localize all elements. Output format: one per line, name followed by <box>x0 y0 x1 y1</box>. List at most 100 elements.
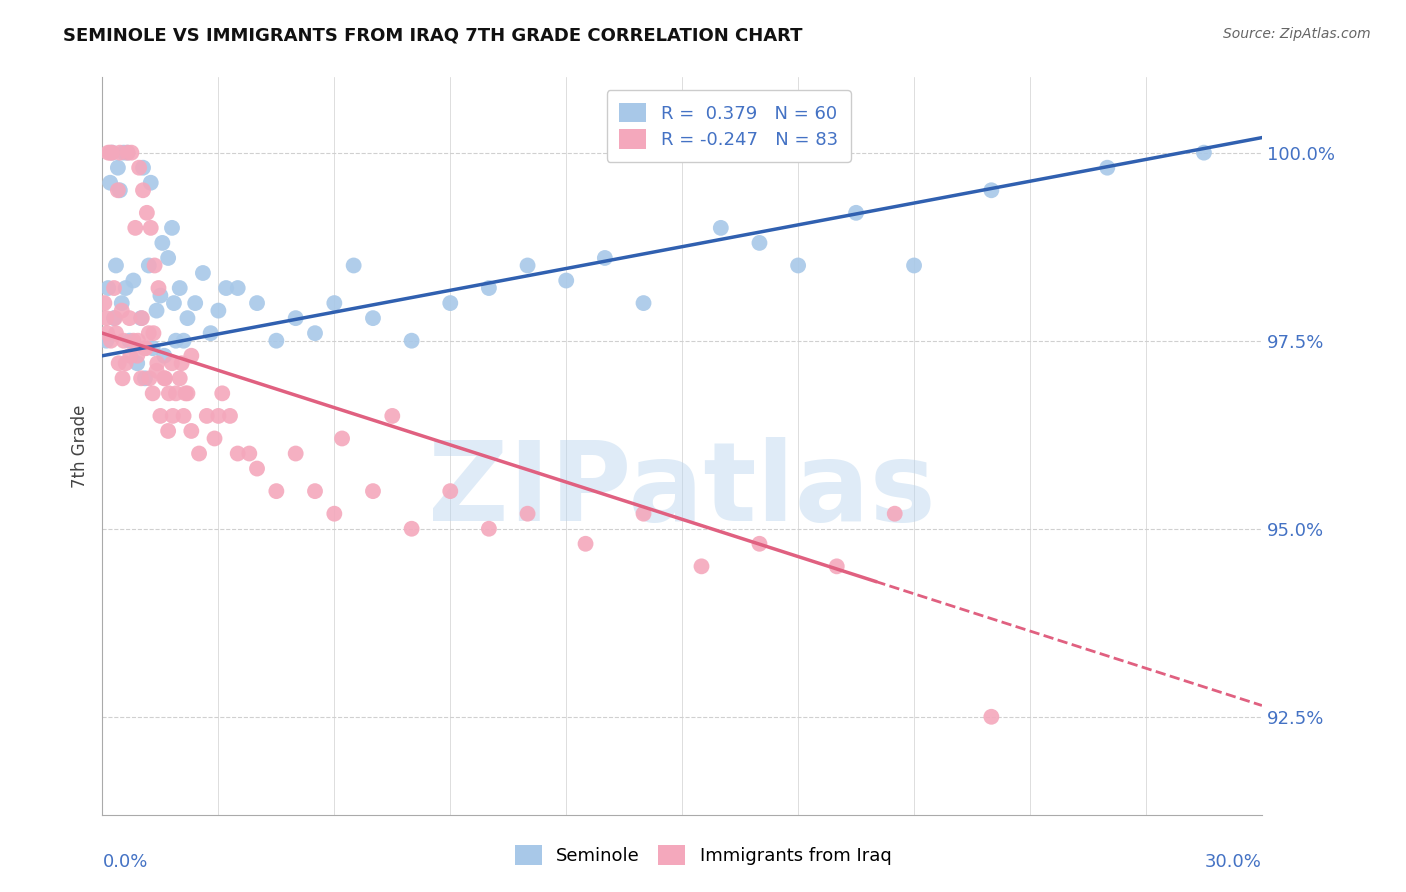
Point <box>107 356 129 370</box>
Point <box>361 311 384 326</box>
Point <box>122 273 145 287</box>
Point <box>226 281 249 295</box>
Point <box>160 220 183 235</box>
Point <box>439 296 461 310</box>
Point <box>124 220 146 235</box>
Point <box>478 522 501 536</box>
Point <box>104 326 127 341</box>
Point <box>127 349 149 363</box>
Point <box>574 537 596 551</box>
Point <box>101 145 124 160</box>
Point <box>135 341 157 355</box>
Point <box>215 281 238 295</box>
Y-axis label: 7th Grade: 7th Grade <box>72 404 89 488</box>
Point <box>204 432 226 446</box>
Point <box>153 371 176 385</box>
Point <box>107 183 129 197</box>
Point <box>903 259 925 273</box>
Point <box>122 334 145 348</box>
Point <box>139 220 162 235</box>
Point <box>980 710 1002 724</box>
Point <box>883 507 905 521</box>
Point <box>188 446 211 460</box>
Point <box>593 251 616 265</box>
Point <box>169 281 191 295</box>
Point <box>238 446 260 460</box>
Point <box>169 371 191 385</box>
Point <box>361 484 384 499</box>
Point <box>132 161 155 175</box>
Point <box>173 409 195 423</box>
Point <box>100 334 122 348</box>
Point <box>127 356 149 370</box>
Point <box>170 356 193 370</box>
Point <box>145 303 167 318</box>
Point <box>555 273 578 287</box>
Point <box>129 371 152 385</box>
Point <box>138 371 160 385</box>
Point <box>219 409 242 423</box>
Point <box>323 296 346 310</box>
Point <box>516 259 538 273</box>
Point <box>439 484 461 499</box>
Point <box>142 326 165 341</box>
Point <box>401 334 423 348</box>
Point <box>157 386 180 401</box>
Point <box>120 145 142 160</box>
Point <box>134 371 156 385</box>
Point <box>160 356 183 370</box>
Point <box>343 259 366 273</box>
Point <box>304 484 326 499</box>
Text: SEMINOLE VS IMMIGRANTS FROM IRAQ 7TH GRADE CORRELATION CHART: SEMINOLE VS IMMIGRANTS FROM IRAQ 7TH GRA… <box>63 27 803 45</box>
Point <box>157 251 180 265</box>
Point <box>132 183 155 197</box>
Point <box>304 326 326 341</box>
Point <box>111 303 134 318</box>
Point <box>98 176 121 190</box>
Text: ZIPatlas: ZIPatlas <box>429 437 936 544</box>
Point <box>118 334 141 348</box>
Point <box>180 424 202 438</box>
Point <box>93 296 115 310</box>
Point <box>165 334 187 348</box>
Point <box>112 145 135 160</box>
Point <box>633 296 655 310</box>
Point <box>139 176 162 190</box>
Text: 0.0%: 0.0% <box>103 854 148 871</box>
Point <box>330 432 353 446</box>
Point <box>96 326 118 341</box>
Point <box>163 296 186 310</box>
Point <box>157 424 180 438</box>
Point <box>120 349 142 363</box>
Point <box>148 281 170 295</box>
Point <box>135 206 157 220</box>
Point <box>748 537 770 551</box>
Point <box>149 288 172 302</box>
Point <box>108 183 131 197</box>
Point <box>153 371 176 385</box>
Point <box>98 145 121 160</box>
Point <box>200 326 222 341</box>
Point <box>176 386 198 401</box>
Point <box>114 356 136 370</box>
Point <box>162 409 184 423</box>
Point <box>97 281 120 295</box>
Point <box>138 259 160 273</box>
Point <box>207 303 229 318</box>
Point <box>111 371 134 385</box>
Point <box>103 281 125 295</box>
Point <box>180 349 202 363</box>
Point <box>114 281 136 295</box>
Point <box>195 409 218 423</box>
Point <box>1192 145 1215 160</box>
Point <box>96 311 118 326</box>
Point <box>112 334 135 348</box>
Point <box>478 281 501 295</box>
Point <box>138 326 160 341</box>
Point <box>107 161 129 175</box>
Point <box>127 334 149 348</box>
Text: Source: ZipAtlas.com: Source: ZipAtlas.com <box>1223 27 1371 41</box>
Point <box>118 311 141 326</box>
Point <box>117 145 139 160</box>
Point <box>266 334 288 348</box>
